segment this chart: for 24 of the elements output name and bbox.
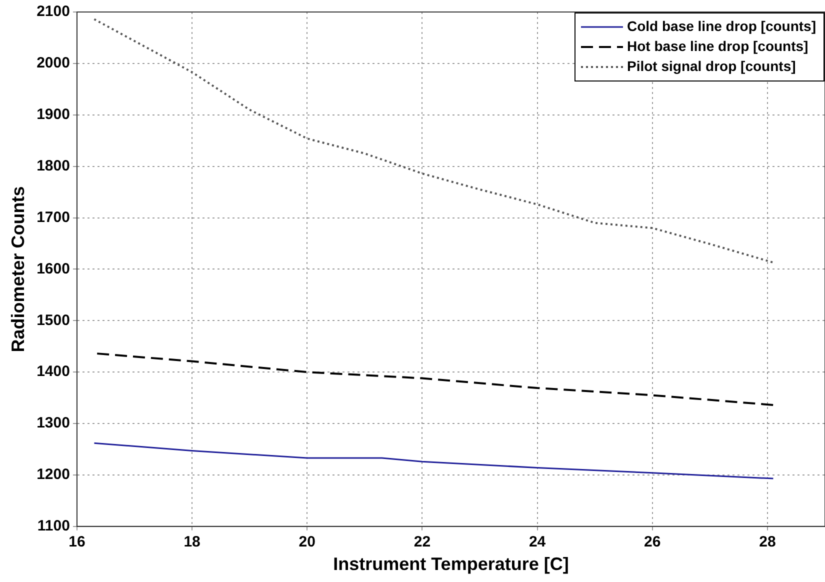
legend-label: Cold base line drop [counts]	[626, 18, 816, 34]
y-tick-label: 1600	[36, 260, 70, 278]
x-axis-title: Instrument Temperature [C]	[333, 554, 569, 574]
x-tick-label: 24	[528, 534, 546, 551]
x-tick-label: 28	[759, 534, 776, 551]
y-tick-label: 1800	[36, 157, 70, 174]
legend-label: Hot base line drop [counts]	[626, 38, 808, 54]
x-tick-label: 26	[644, 534, 661, 551]
y-tick-label: 1200	[36, 466, 70, 484]
line-series	[96, 352, 774, 406]
x-tick-label: 16	[68, 534, 86, 551]
y-tick-label: 1100	[37, 518, 70, 535]
x-tick-label: 20	[298, 534, 316, 551]
y-tick-label: 1900	[36, 106, 70, 124]
y-tick-label: 2100	[36, 3, 70, 20]
y-tick-label: 1500	[36, 312, 70, 329]
y-tick-label: 1300	[36, 414, 70, 432]
y-tick-label: 1700	[36, 208, 70, 226]
y-axis-title: Radiometer Counts	[8, 186, 28, 352]
y-tick-label: 2000	[36, 54, 70, 72]
legend-label: Pilot signal drop [counts]	[626, 58, 796, 74]
x-tick-label: 22	[414, 534, 431, 551]
x-tick-label: 18	[184, 534, 200, 551]
y-tick-label: 1400	[36, 363, 70, 380]
